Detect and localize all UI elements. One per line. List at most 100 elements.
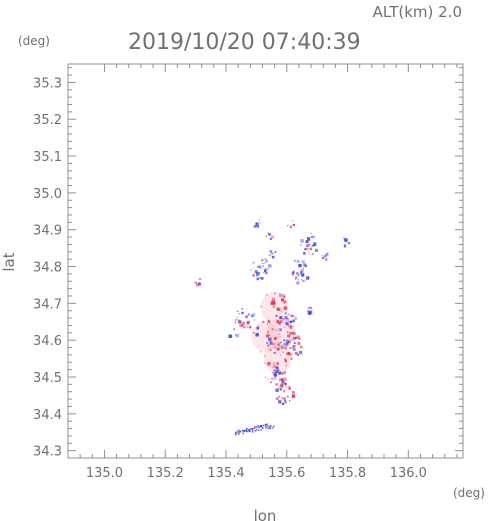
echo-pixel: [234, 321, 237, 324]
echo-pixel: [249, 430, 251, 433]
echo-pixel: [274, 251, 277, 253]
echo-pixel: [250, 314, 254, 318]
echo-pixel: [260, 276, 264, 280]
echo-pixel: [296, 335, 300, 339]
echo-feature: [286, 220, 296, 229]
echo-feature: [253, 219, 262, 228]
echo-pixel: [240, 324, 244, 327]
echo-pixel: [251, 429, 254, 432]
echo-pixel: [228, 334, 232, 339]
echo-pixel: [289, 331, 292, 335]
echo-pixel: [272, 371, 274, 374]
echo-pixel: [254, 430, 257, 432]
echo-pixel: [292, 331, 297, 335]
echo-feature: [194, 277, 202, 287]
echo-pixel: [276, 308, 278, 310]
echo-pixel: [235, 334, 237, 336]
echo-pixel: [235, 433, 237, 436]
echo-pixel: [294, 259, 297, 262]
echo-pixel: [289, 326, 293, 329]
echo-pixel: [239, 324, 241, 327]
echo-pixel: [344, 238, 348, 242]
echo-pixel: [292, 391, 295, 394]
echo-feature: [321, 252, 329, 261]
echo-pixel: [284, 360, 287, 363]
echo-pixel: [283, 377, 287, 381]
echo-pixel: [311, 236, 313, 238]
echo-pixel: [284, 383, 287, 385]
echo-pixel: [254, 270, 258, 274]
echo-pixel: [279, 354, 281, 356]
echo-pixel: [289, 325, 292, 328]
echo-pixel: [312, 235, 316, 239]
echo-pixel: [279, 319, 283, 323]
echo-pixel: [292, 348, 296, 351]
echo-pixel: [292, 270, 295, 273]
echo-pixel: [278, 328, 282, 332]
echo-pixel: [276, 362, 280, 366]
echo-pixel: [194, 281, 196, 283]
echo-pixel: [271, 427, 274, 429]
echo-pixel: [310, 232, 312, 235]
echo-pixel: [267, 331, 270, 334]
echo-pixel: [265, 334, 269, 338]
echo-pixel: [286, 225, 289, 227]
echo-pixel: [255, 222, 258, 225]
echo-pixel: [269, 250, 273, 253]
echo-pixel: [255, 426, 257, 428]
echo-pixel: [268, 322, 271, 324]
echo-pixel: [273, 425, 275, 428]
y-tick-label: 34.5: [33, 371, 62, 386]
echo-feature: [228, 328, 240, 339]
x-tick-label: 135.6: [268, 466, 305, 481]
echo-feature: [300, 232, 318, 255]
echo-pixel: [270, 252, 273, 256]
echo-pixel: [293, 336, 296, 340]
echo-pixel: [271, 377, 273, 379]
echo-pixel: [275, 383, 277, 386]
echo-pixel: [276, 347, 280, 351]
x-tick-label: 135.0: [86, 466, 123, 481]
echo-pixel: [305, 247, 308, 250]
echo-pixel: [304, 279, 307, 281]
echo-pixel: [198, 277, 202, 281]
echo-pixel: [291, 224, 294, 226]
echo-pixel: [264, 362, 266, 364]
echo-pixel: [271, 328, 274, 331]
echo-pixel: [296, 260, 300, 263]
y-tick-label: 35.0: [33, 187, 62, 202]
echo-pixel: [273, 351, 276, 354]
echo-pixel: [280, 378, 284, 381]
echo-pixel: [282, 294, 286, 298]
echo-pixel: [260, 425, 262, 428]
echo-pixel: [275, 314, 278, 318]
echo-pixel: [271, 378, 274, 380]
echo-pixel: [287, 313, 290, 316]
echo-pixel: [264, 376, 267, 379]
y-tick-label: 35.1: [33, 150, 62, 165]
echo-pixel: [239, 430, 242, 433]
echo-pixel: [241, 429, 244, 432]
echo-pixel: [241, 311, 244, 315]
echo-pixel: [294, 277, 297, 280]
echo-pixel: [242, 429, 245, 432]
echo-pixel: [248, 325, 252, 329]
echo-pixel: [274, 346, 276, 349]
echo-feature: [343, 237, 351, 248]
echo-pixel: [278, 321, 281, 324]
y-tick-label: 34.6: [33, 334, 62, 349]
echo-pixel: [287, 334, 291, 338]
echo-pixel: [280, 328, 282, 331]
echo-pixel: [294, 317, 297, 320]
echo-pixel: [276, 320, 280, 324]
echo-pixel: [278, 371, 282, 375]
echo-pixel: [297, 279, 299, 281]
echo-pixel: [261, 426, 264, 428]
y-tick-label: 35.3: [33, 76, 62, 91]
echo-pixel: [289, 320, 293, 324]
echo-pixel: [298, 337, 301, 340]
echo-pixel: [294, 276, 298, 279]
echo-pixel: [292, 394, 294, 397]
echo-pixel: [290, 314, 292, 316]
echo-pixel: [258, 425, 261, 428]
